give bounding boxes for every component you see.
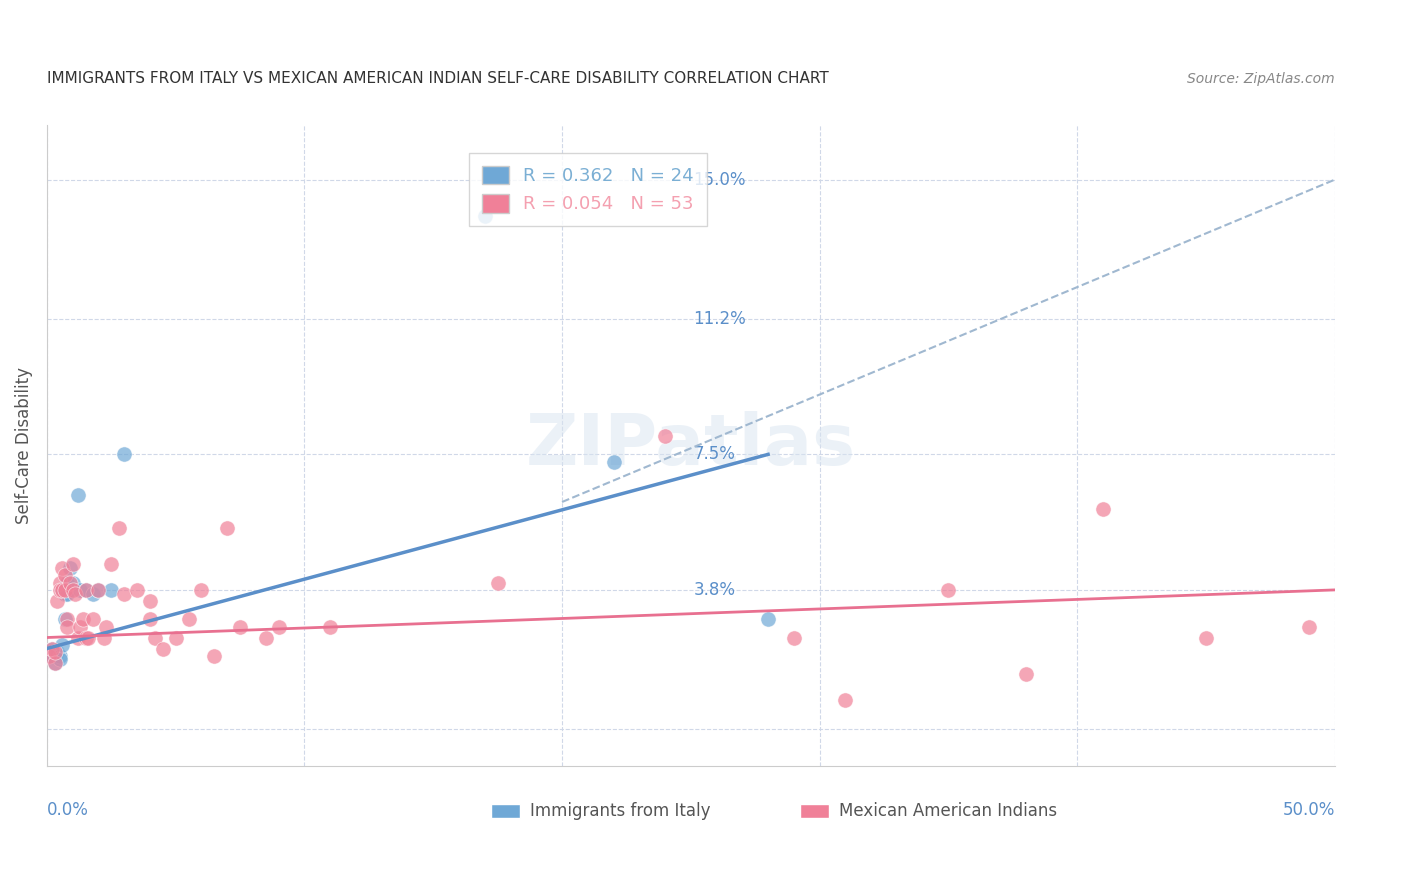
Point — [49, 652, 72, 666]
Point — [125, 582, 148, 597]
Point — [108, 521, 131, 535]
Point — [1298, 619, 1320, 633]
Point — [75, 582, 97, 597]
Point — [44, 645, 66, 659]
Point — [66, 631, 89, 645]
Point — [53, 586, 76, 600]
Point — [474, 209, 496, 223]
Point — [139, 594, 162, 608]
Point — [51, 638, 73, 652]
Point — [112, 586, 135, 600]
Point — [139, 612, 162, 626]
Point — [69, 619, 91, 633]
Point — [82, 586, 104, 600]
Point — [59, 561, 82, 575]
Point — [69, 582, 91, 597]
Point — [100, 582, 122, 597]
Text: 15.0%: 15.0% — [693, 170, 747, 189]
Point — [51, 561, 73, 575]
Point — [100, 558, 122, 572]
Point — [44, 656, 66, 670]
Point — [41, 641, 63, 656]
FancyBboxPatch shape — [491, 805, 520, 818]
Y-axis label: Self-Care Disability: Self-Care Disability — [15, 367, 32, 524]
Point — [1195, 631, 1218, 645]
Point — [217, 521, 239, 535]
Text: 11.2%: 11.2% — [693, 310, 747, 328]
Point — [143, 631, 166, 645]
Point — [44, 656, 66, 670]
Point — [229, 619, 252, 633]
Point — [94, 619, 117, 633]
Point — [62, 558, 84, 572]
Point — [56, 612, 79, 626]
Point — [66, 488, 89, 502]
Point — [87, 582, 110, 597]
Point — [152, 641, 174, 656]
Point — [93, 631, 115, 645]
Point — [202, 648, 225, 663]
Point — [165, 631, 187, 645]
Point — [53, 612, 76, 626]
Point — [38, 648, 60, 663]
Point — [319, 619, 342, 633]
Point — [59, 575, 82, 590]
Point — [602, 455, 624, 469]
Point — [53, 582, 76, 597]
Point — [53, 568, 76, 582]
Point — [51, 582, 73, 597]
Point — [834, 693, 856, 707]
Point — [938, 582, 960, 597]
Point — [62, 582, 84, 597]
Text: ZIPatlas: ZIPatlas — [526, 410, 856, 480]
Point — [56, 619, 79, 633]
Point — [41, 641, 63, 656]
FancyBboxPatch shape — [800, 805, 828, 818]
Text: Source: ZipAtlas.com: Source: ZipAtlas.com — [1187, 72, 1334, 87]
Point — [51, 582, 73, 597]
Point — [62, 575, 84, 590]
Point — [65, 586, 87, 600]
Point — [1091, 502, 1114, 516]
Point — [49, 582, 72, 597]
Point — [46, 594, 69, 608]
Legend: R = 0.362   N = 24, R = 0.054   N = 53: R = 0.362 N = 24, R = 0.054 N = 53 — [470, 153, 706, 226]
Point — [1014, 667, 1036, 681]
Point — [75, 631, 97, 645]
Text: 50.0%: 50.0% — [1282, 801, 1334, 819]
Text: IMMIGRANTS FROM ITALY VS MEXICAN AMERICAN INDIAN SELF-CARE DISABILITY CORRELATIO: IMMIGRANTS FROM ITALY VS MEXICAN AMERICA… — [46, 71, 828, 87]
Point — [56, 575, 79, 590]
Point — [56, 586, 79, 600]
Text: 0.0%: 0.0% — [46, 801, 89, 819]
Text: 7.5%: 7.5% — [693, 445, 735, 463]
Point — [72, 612, 94, 626]
Point — [77, 631, 100, 645]
Point — [38, 648, 60, 663]
Point — [49, 648, 72, 663]
Text: Mexican American Indians: Mexican American Indians — [839, 802, 1057, 821]
Point — [112, 447, 135, 461]
Point — [190, 582, 212, 597]
Point — [82, 612, 104, 626]
Point — [756, 612, 779, 626]
Point — [486, 575, 509, 590]
Point — [49, 575, 72, 590]
Point — [254, 631, 277, 645]
Point — [267, 619, 290, 633]
Text: Immigrants from Italy: Immigrants from Italy — [530, 802, 710, 821]
Point — [783, 631, 806, 645]
Point — [87, 582, 110, 597]
Point — [177, 612, 200, 626]
Point — [75, 582, 97, 597]
Point — [654, 429, 676, 443]
Text: 3.8%: 3.8% — [693, 581, 735, 599]
Point — [46, 645, 69, 659]
